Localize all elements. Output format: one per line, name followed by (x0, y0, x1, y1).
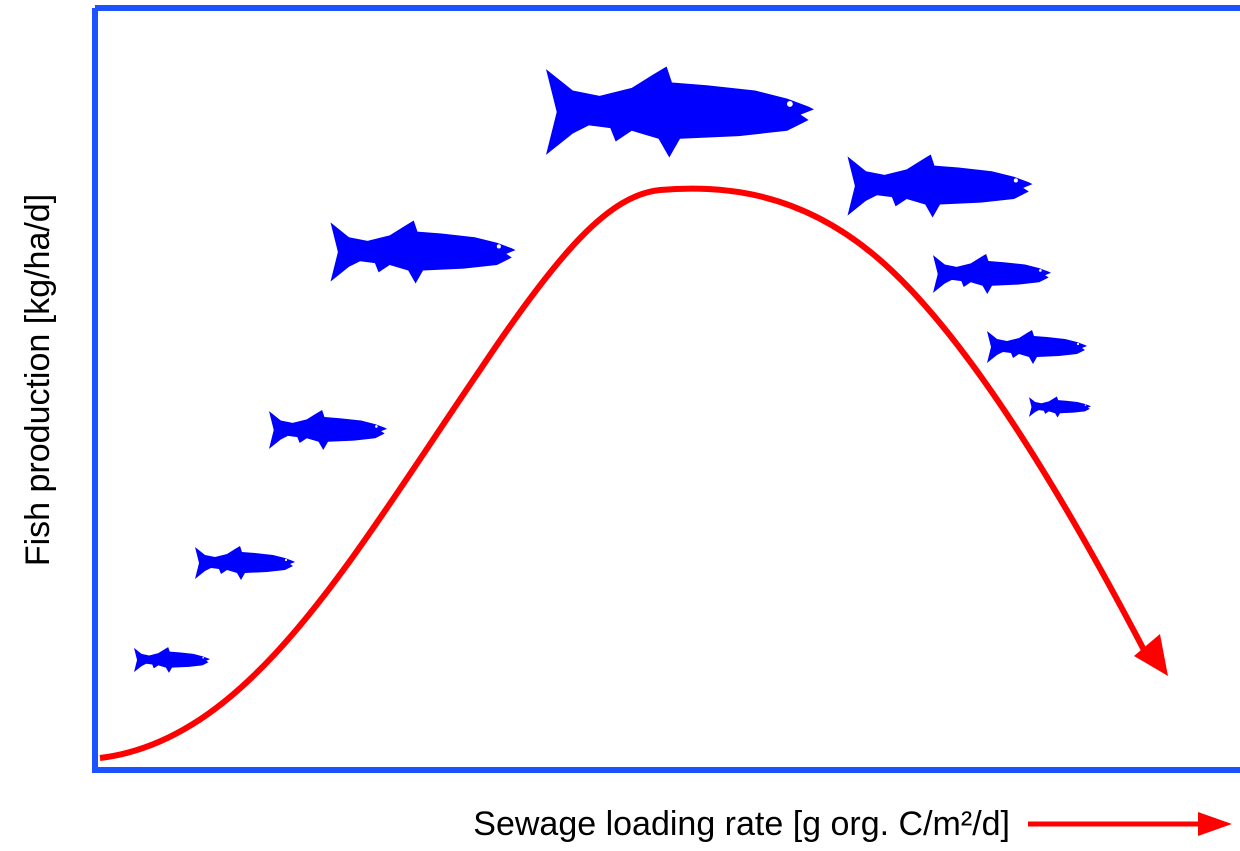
fish (134, 647, 210, 673)
fish (987, 330, 1087, 364)
fish (933, 253, 1051, 295)
x-axis-arrowhead (1198, 812, 1232, 836)
fish (847, 154, 1033, 218)
fish (330, 220, 516, 284)
x-axis-label: Sewage loading rate [g org. C/m²/d] (473, 805, 1010, 843)
fish (195, 546, 295, 580)
fish (269, 409, 387, 451)
frame (92, 5, 1240, 773)
fish (1029, 396, 1091, 418)
curve (99, 185, 1148, 761)
fish (546, 66, 814, 158)
fish-group (134, 66, 1091, 673)
y-axis-label: Fish production [kg/ha/d] (19, 194, 57, 566)
curve-arrowhead (1134, 634, 1168, 676)
